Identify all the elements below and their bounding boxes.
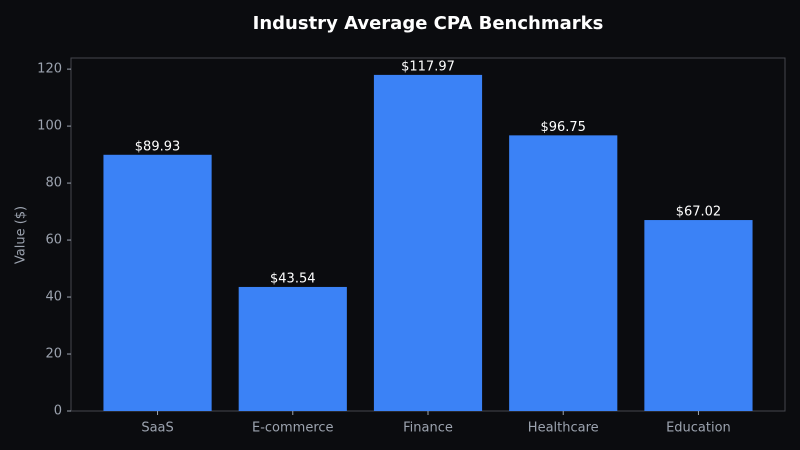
value-label: $96.75 <box>540 120 586 135</box>
x-tick-label: E-commerce <box>252 421 334 436</box>
bar <box>509 135 618 411</box>
x-tick-label: Healthcare <box>528 421 599 436</box>
value-label: $117.97 <box>401 59 455 74</box>
x-tick-label: Finance <box>403 421 453 436</box>
chart-title: Industry Average CPA Benchmarks <box>253 13 604 34</box>
value-label: $89.93 <box>135 139 181 154</box>
value-label: $43.54 <box>270 271 316 286</box>
bar <box>644 220 753 411</box>
x-tick-label: SaaS <box>141 421 173 436</box>
bar <box>373 74 483 412</box>
bar <box>103 154 212 412</box>
y-tick-label: 0 <box>54 404 62 419</box>
x-tick-label: Education <box>666 421 731 436</box>
y-tick-label: 40 <box>45 290 62 305</box>
y-axis-label: Value ($) <box>14 206 29 264</box>
value-label: $67.02 <box>676 205 722 220</box>
y-tick-label: 20 <box>45 347 62 362</box>
y-tick-label: 80 <box>45 176 62 191</box>
y-tick-label: 60 <box>45 233 62 248</box>
y-tick-label: 120 <box>37 62 62 77</box>
y-tick-label: 100 <box>37 119 62 134</box>
bar <box>238 286 347 411</box>
